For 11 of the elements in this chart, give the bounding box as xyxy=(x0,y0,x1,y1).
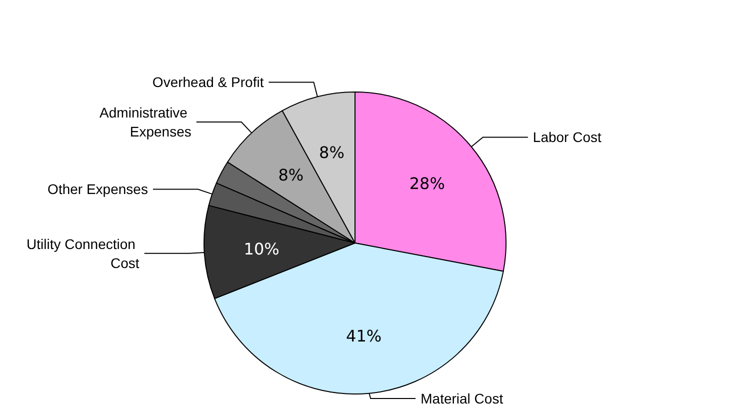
slice-label: Overhead & Profit xyxy=(152,74,264,90)
data-label: 10% xyxy=(244,239,280,258)
slice-label: Utility Connection Cost xyxy=(26,236,140,271)
slice-label: Material Cost xyxy=(420,390,504,406)
slice-label: Labor Cost xyxy=(532,129,602,146)
slice-label: Other Expenses xyxy=(48,181,148,198)
data-label: 8% xyxy=(319,142,344,162)
data-label: 41% xyxy=(346,326,382,346)
slice-label: Administrative Expenses xyxy=(100,104,192,140)
data-label: 8% xyxy=(278,165,304,184)
data-label: 28% xyxy=(409,174,445,193)
